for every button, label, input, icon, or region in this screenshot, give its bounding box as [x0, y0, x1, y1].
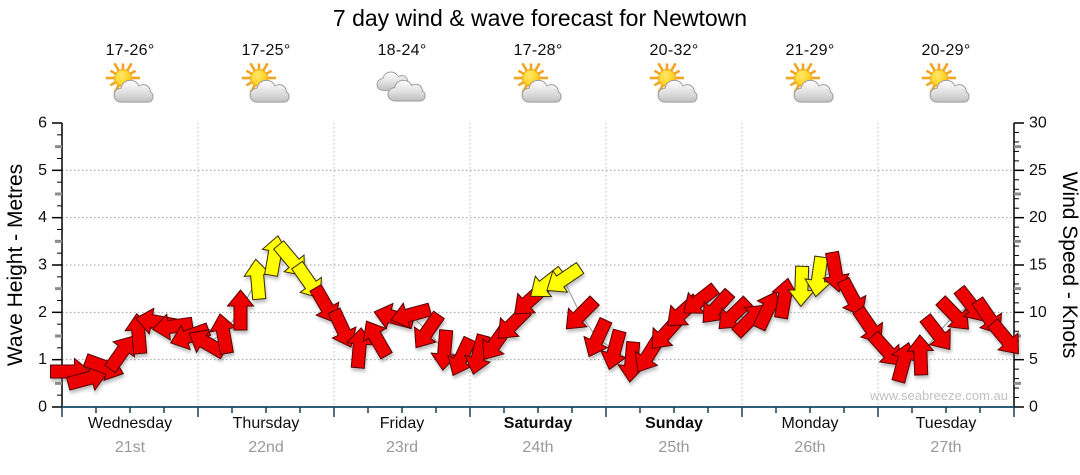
svg-text:2: 2 [38, 304, 47, 321]
temperature-range: 21-29° [785, 42, 835, 59]
wind-arrow [390, 302, 433, 330]
temperature-range: 20-32° [649, 42, 699, 59]
wind-arrow [836, 276, 867, 317]
svg-text:1: 1 [38, 351, 47, 368]
forecast-day-header: 20-32° [609, 42, 739, 114]
cloud [793, 79, 834, 103]
svg-text:6: 6 [38, 115, 47, 132]
svg-text:0: 0 [1029, 399, 1038, 416]
svg-text:5: 5 [1029, 351, 1038, 368]
day-date-label: 21st [114, 439, 146, 456]
temperature-range: 20-29° [921, 42, 971, 59]
day-date-label: 25th [658, 439, 690, 456]
wind-arrow [583, 316, 613, 358]
day-date-label: 22nd [248, 439, 284, 456]
wind-arrow [986, 318, 1019, 355]
temperature-range: 18-24° [377, 42, 427, 59]
clouds-icon [376, 71, 426, 102]
watermark: www.seabreeze.com.au [869, 388, 1008, 403]
forecast-day-header: 17-25° [201, 42, 331, 114]
svg-text:0: 0 [38, 399, 47, 416]
cloud [113, 79, 154, 103]
wind-arrow [226, 289, 255, 331]
wind-arrow [530, 265, 567, 298]
day-name-label: Monday [781, 415, 839, 432]
sun-cloud-icon [922, 62, 970, 103]
sun-cloud-icon [514, 62, 562, 103]
sun-cloud-icon [650, 62, 698, 103]
day-name-label: Thursday [232, 415, 300, 432]
bottom-axis [61, 406, 1015, 417]
day-date-label: 27th [930, 439, 962, 456]
day-name-label: Saturday [503, 415, 573, 432]
forecast-day-header: 17-28° [473, 42, 603, 114]
forecast-day-header: 17-26° [65, 42, 195, 114]
day-date-label: 23rd [385, 439, 419, 456]
sun-cloud-icon [786, 62, 834, 103]
left-axis-title: Wave Height - Metres [4, 164, 27, 366]
wind-arrow [413, 310, 445, 349]
svg-text:10: 10 [1029, 304, 1047, 321]
sun-cloud-icon [106, 62, 154, 103]
wind-arrow [565, 295, 600, 330]
cloud [521, 79, 562, 103]
day-date-label: 26th [794, 439, 826, 456]
svg-text:25: 25 [1029, 162, 1047, 179]
day-name-label: Friday [379, 415, 425, 432]
sun-cloud-icon [242, 62, 290, 103]
wind-arrow [104, 335, 136, 374]
wind-arrow [906, 334, 935, 376]
wind-arrow [919, 313, 951, 350]
svg-text:20: 20 [1029, 209, 1047, 226]
forecast-day-header: 18-24° [337, 42, 467, 114]
left-axis: 0 1 2 3 4 5 6 [38, 115, 63, 416]
cloud [657, 79, 698, 103]
temperature-range: 17-26° [105, 42, 155, 59]
forecast-day-header: 21-29° [745, 42, 875, 114]
svg-text:15: 15 [1029, 257, 1047, 274]
forecast-day-header: 20-29° [881, 42, 1011, 114]
page-title: 7 day wind & wave forecast for Newtown [332, 5, 748, 31]
day-name-label: Tuesday [915, 415, 977, 432]
svg-text:5: 5 [38, 162, 47, 179]
wind-arrow [151, 313, 194, 341]
wind-arrow [362, 320, 393, 360]
temperature-range: 17-28° [513, 42, 563, 59]
wind-arrow [327, 307, 357, 348]
svg-text:30: 30 [1029, 115, 1047, 132]
wind-arrow [546, 261, 585, 293]
svg-text:4: 4 [38, 209, 47, 226]
temperature-range: 17-25° [241, 42, 291, 59]
day-date-label: 24th [522, 439, 554, 456]
cloud [929, 79, 970, 103]
cloud [249, 79, 290, 103]
wind-arrow [867, 330, 901, 366]
day-name-label: Wednesday [87, 415, 173, 432]
wind-arrows [50, 235, 1019, 392]
svg-text:3: 3 [38, 257, 47, 274]
right-axis-title: Wind Speed - Knots [1058, 172, 1080, 359]
right-axis: 0 5 10 15 20 25 30 [1013, 115, 1047, 416]
day-name-label: Sunday [645, 415, 703, 432]
